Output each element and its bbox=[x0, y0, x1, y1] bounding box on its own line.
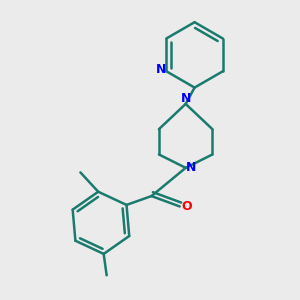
Text: N: N bbox=[186, 161, 196, 174]
Text: N: N bbox=[156, 63, 166, 76]
Text: N: N bbox=[181, 92, 191, 105]
Text: O: O bbox=[181, 200, 192, 213]
